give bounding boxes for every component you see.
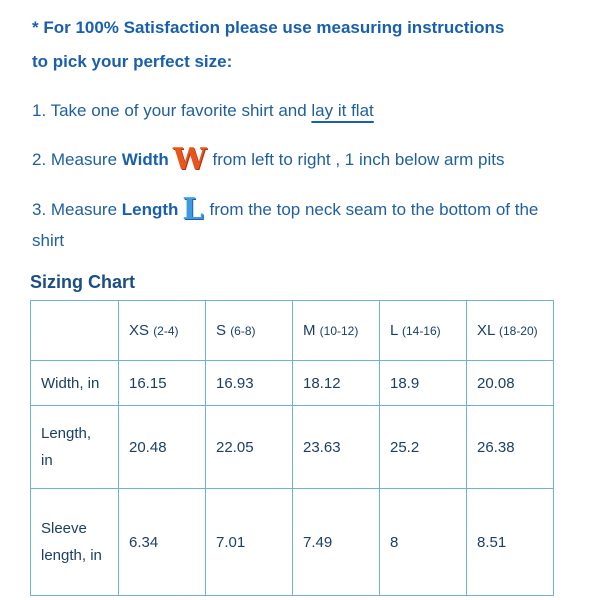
step-text: from the top neck seam to the bottom of … — [32, 200, 539, 250]
table-row: Length, in 20.48 22.05 23.63 25.2 26.38 — [30, 405, 554, 489]
cell: 22.05 — [205, 405, 293, 489]
row-label: Sleeve length, in — [30, 488, 119, 596]
cell: 8.51 — [466, 488, 554, 596]
header-cell: XL (18-20) — [466, 300, 554, 361]
size-name: XS — [129, 322, 150, 339]
intro-line: to pick your perfect size: — [32, 52, 233, 71]
row-label: Width, in — [30, 360, 119, 406]
step-bold: Width — [121, 150, 169, 169]
header-cell: XS (2-4) — [118, 300, 206, 361]
size-range: (2-4) — [153, 324, 179, 338]
cell: 16.15 — [118, 360, 206, 406]
step-text: 2. Measure — [32, 150, 122, 169]
cell: 7.49 — [292, 488, 380, 596]
row-label: Length, in — [30, 405, 119, 489]
cell: 20.48 — [118, 405, 206, 489]
cell: 20.08 — [466, 360, 554, 406]
size-range: (18-20) — [498, 324, 538, 338]
header-cell: S (6-8) — [205, 300, 293, 361]
size-name: M — [303, 322, 316, 339]
link[interactable]: lay it flat — [311, 101, 374, 120]
size-range: (10-12) — [319, 324, 359, 338]
header-cell: L (14-16) — [379, 300, 467, 361]
corner-cell — [30, 300, 119, 361]
header-cell: M (10-12) — [292, 300, 380, 361]
table-row: Width, in 16.15 16.93 18.12 18.9 20.08 — [30, 360, 554, 406]
cell: 6.34 — [118, 488, 206, 596]
table-title: Sizing Chart — [30, 272, 136, 292]
intro-line: * For 100% Satisfaction please use measu… — [32, 18, 505, 37]
sizing-table: XS (2-4) S (6-8) M (10-12) L (14-16) XL (18-… — [30, 300, 554, 596]
size-name: L — [390, 322, 398, 339]
step-bold: Length — [121, 200, 179, 219]
cell: 25.2 — [379, 405, 467, 489]
table-row: Sleeve length, in 6.34 7.01 7.49 8 8.51 — [30, 488, 554, 596]
icon: W — [172, 142, 207, 177]
cell: 8 — [379, 488, 467, 596]
step-text: from left to right , 1 inch below arm pi… — [212, 150, 505, 169]
cell: 16.93 — [205, 360, 293, 406]
header-row: XS (2-4) S (6-8) M (10-12) L (14-16) XL (18-… — [30, 300, 554, 361]
size-range: (6-8) — [230, 324, 256, 338]
step-text: 3. Measure — [32, 200, 122, 219]
cell: 7.01 — [205, 488, 293, 596]
cell: 23.63 — [292, 405, 380, 489]
size-range: (14-16) — [401, 324, 441, 338]
step: 1. Take one of your favorite shirt and l… — [32, 95, 572, 126]
size-name: XL — [477, 322, 495, 339]
size-name: S — [216, 322, 227, 339]
cell: 18.12 — [292, 360, 380, 406]
step-text: 1. Take one of your favorite shirt and — [32, 101, 312, 120]
icon: L — [182, 192, 204, 227]
cell: 18.9 — [379, 360, 467, 406]
cell: 26.38 — [466, 405, 554, 489]
